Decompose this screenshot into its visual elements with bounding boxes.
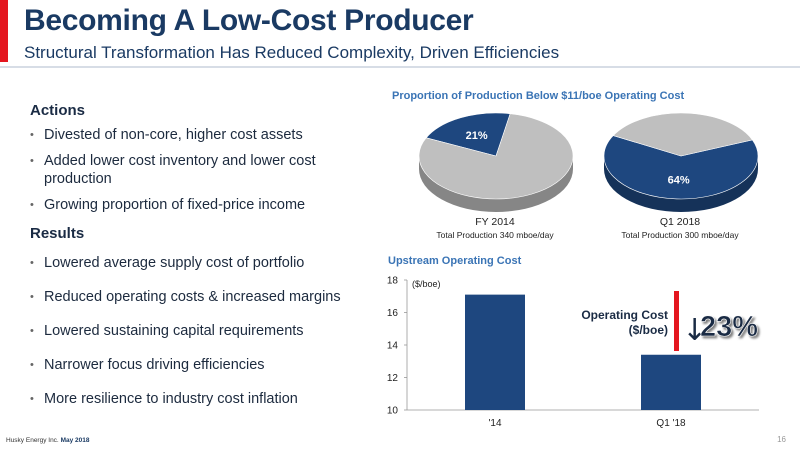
callout-red-bar bbox=[674, 291, 679, 351]
results-list: Lowered average supply cost of portfolio… bbox=[30, 254, 370, 408]
down-arrow-icon: ↓ bbox=[682, 313, 707, 348]
bar-chart-xaxis: '14 Q1 '18 bbox=[488, 418, 686, 429]
bar-chart-bars bbox=[465, 294, 701, 410]
y-tick-label: 16 bbox=[387, 308, 399, 319]
bullet-panel: Actions Divested of non-core, higher cos… bbox=[30, 102, 370, 408]
actions-item: Divested of non-core, higher cost assets bbox=[30, 126, 370, 144]
pie-slice-side bbox=[419, 156, 573, 212]
pie-slice bbox=[603, 135, 759, 200]
pie2-sublabel: Total Production 300 mboe/day bbox=[621, 230, 739, 240]
results-item: Reduced operating costs & increased marg… bbox=[30, 288, 370, 306]
actions-item: Added lower cost inventory and lower cos… bbox=[30, 152, 370, 188]
callout-label-line2: ($/boe) bbox=[629, 323, 668, 337]
footer-company: Husky Energy Inc. bbox=[6, 437, 59, 444]
footer: Husky Energy Inc. May 2018 bbox=[6, 437, 89, 444]
callout-change: 23% bbox=[700, 311, 758, 343]
actions-heading: Actions bbox=[30, 102, 86, 119]
pie-slice-label: 21% bbox=[466, 130, 488, 142]
x-tick-label: Q1 '18 bbox=[656, 418, 686, 429]
actions-list: Divested of non-core, higher cost assets… bbox=[30, 126, 370, 214]
results-item: Lowered sustaining capital requirements bbox=[30, 322, 370, 340]
pie1-label: FY 2014 bbox=[475, 216, 515, 228]
results-item: Narrower focus driving efficiencies bbox=[30, 356, 370, 374]
title-accent-bar bbox=[0, 0, 8, 62]
slide-subtitle: Structural Transformation Has Reduced Co… bbox=[24, 43, 560, 62]
x-tick-label: '14 bbox=[488, 418, 501, 429]
callout-label-line1: Operating Cost bbox=[581, 308, 668, 322]
results-item: Lowered average supply cost of portfolio bbox=[30, 254, 370, 272]
pie-slice bbox=[425, 112, 511, 157]
footer-date: May 2018 bbox=[60, 437, 90, 444]
page-number: 16 bbox=[777, 435, 786, 444]
y-tick-label: 14 bbox=[387, 341, 399, 352]
bar bbox=[641, 354, 701, 410]
pie-chart-title: Proportion of Production Below $11/boe O… bbox=[392, 90, 685, 102]
bar-chart-title: Upstream Operating Cost bbox=[388, 255, 522, 267]
y-tick-label: 18 bbox=[387, 276, 399, 287]
pie-chart-q12018: 64% bbox=[603, 112, 759, 212]
pie-slice bbox=[418, 113, 574, 200]
actions-item: Growing proportion of fixed-price income bbox=[30, 196, 370, 214]
slide-title: Becoming A Low-Cost Producer bbox=[24, 4, 474, 37]
y-tick-label: 10 bbox=[387, 406, 399, 417]
pie-chart-fy2014: 21% bbox=[418, 112, 574, 212]
results-heading: Results bbox=[30, 225, 85, 242]
results-item: More resilience to industry cost inflati… bbox=[30, 390, 370, 408]
header-divider bbox=[0, 66, 800, 68]
pie-slice-label: 64% bbox=[668, 175, 690, 187]
pie-slice-side bbox=[604, 156, 758, 212]
bar-chart-ylabel: ($/boe) bbox=[412, 279, 441, 289]
y-tick-label: 12 bbox=[387, 373, 399, 384]
pie2-label: Q1 2018 bbox=[659, 216, 701, 228]
bar bbox=[465, 294, 525, 410]
pie1-sublabel: Total Production 340 mboe/day bbox=[436, 230, 554, 240]
pie-slice bbox=[612, 112, 753, 157]
